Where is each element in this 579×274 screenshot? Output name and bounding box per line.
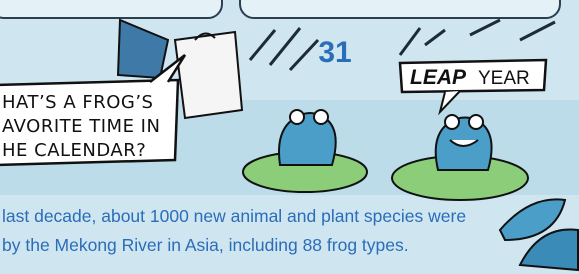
page: {"bubble": {"lines": ["HAT’S A FROG’S", … [0,0,579,274]
sign-year: YEAR [478,68,530,89]
caption-text: last decade, about 1000 new animal and p… [2,206,466,226]
bubble-text: AVORITE TIME IN [2,116,160,137]
calendar-page [175,32,242,118]
caption-text: by the Mekong River in Asia, including 8… [2,235,409,255]
top-panel [0,0,222,18]
illustration: 31 HAT’S A FROG’S AVORITE TIME IN HE CAL… [0,0,579,274]
frog-eye [314,110,328,124]
bubble-text: HE CALENDAR? [2,140,146,161]
frog-eye [290,110,304,124]
top-panel [240,0,560,18]
frog-eye [445,115,459,129]
bubble-text: HAT’S A FROG’S [2,92,153,113]
sign-leap: LEAP [410,66,467,89]
frog-eye [469,115,483,129]
calendar-day: 31 [318,36,351,69]
